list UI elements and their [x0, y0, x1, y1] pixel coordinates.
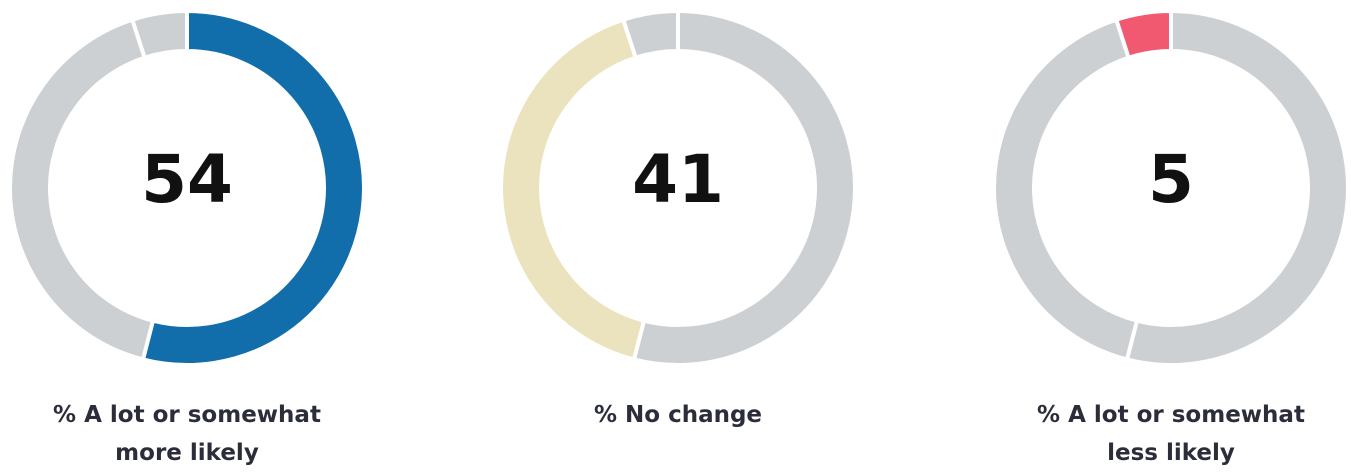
donut-label: % No change — [593, 402, 763, 428]
donut-segment — [129, 8, 189, 61]
donut-segment — [620, 8, 680, 61]
donut-segment — [499, 17, 647, 362]
center-value: 5 — [1148, 141, 1194, 218]
donut-label: % A lot or somewhat more likely — [53, 402, 321, 466]
center-value: 41 — [632, 141, 724, 218]
center-value: 54 — [141, 141, 233, 218]
donut-segment — [1124, 8, 1350, 367]
donut-segment — [992, 17, 1140, 362]
donut-segment — [1113, 8, 1173, 61]
donut-segment — [8, 17, 156, 362]
donut-segment — [140, 8, 366, 367]
donut-label: % A lot or somewhat less likely — [1037, 402, 1305, 466]
donut-segment — [631, 8, 857, 367]
